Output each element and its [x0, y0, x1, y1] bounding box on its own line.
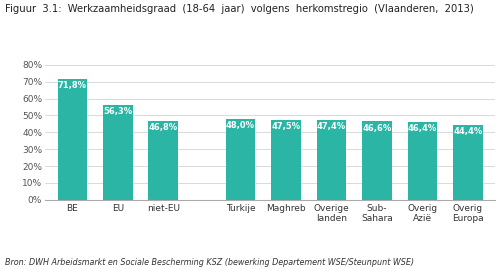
Bar	[271, 120, 300, 200]
Text: Figuur  3.1:  Werkzaamheidsgraad  (18-64  jaar)  volgens  herkomstregio  (Vlaand: Figuur 3.1: Werkzaamheidsgraad (18-64 ja…	[5, 4, 474, 14]
Bar	[453, 125, 482, 200]
Text: 56,3%: 56,3%	[103, 107, 132, 116]
Text: Bron: DWH Arbeidsmarkt en Sociale Bescherming KSZ (bewerking Departement WSE/Ste: Bron: DWH Arbeidsmarkt en Sociale Besche…	[5, 258, 414, 267]
Text: 46,6%: 46,6%	[362, 124, 392, 133]
Bar	[316, 120, 346, 200]
Bar	[58, 79, 87, 200]
Text: 46,4%: 46,4%	[408, 124, 437, 133]
Text: 47,5%: 47,5%	[272, 122, 300, 131]
Bar	[408, 122, 437, 200]
Bar	[148, 121, 178, 200]
Text: 71,8%: 71,8%	[58, 81, 87, 90]
Text: 47,4%: 47,4%	[317, 122, 346, 131]
Text: 44,4%: 44,4%	[453, 127, 482, 136]
Bar	[362, 121, 392, 200]
Bar	[103, 105, 132, 200]
Bar	[226, 119, 255, 200]
Text: 46,8%: 46,8%	[148, 123, 178, 132]
Text: 48,0%: 48,0%	[226, 121, 255, 130]
